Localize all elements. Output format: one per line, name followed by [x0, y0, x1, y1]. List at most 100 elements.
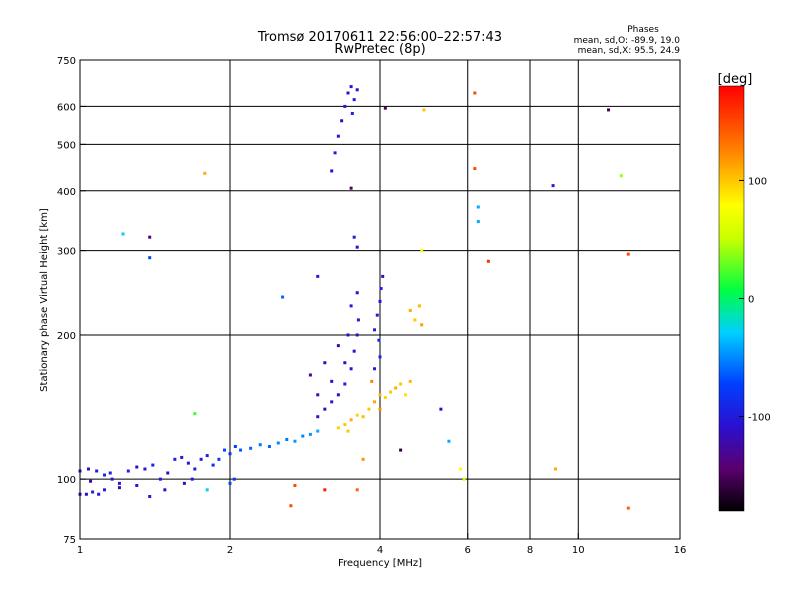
data-point — [285, 438, 289, 442]
y-tick-label: 750 — [57, 56, 76, 67]
data-point — [323, 407, 327, 411]
data-point — [373, 367, 377, 371]
phase-stats-header: Phases — [627, 25, 659, 35]
data-point — [553, 467, 557, 471]
data-point — [293, 483, 297, 487]
series-x-trace — [336, 108, 426, 433]
data-points — [78, 85, 630, 510]
data-point — [336, 426, 340, 430]
data-point — [626, 252, 630, 256]
x-tick-label: 6 — [465, 545, 471, 556]
data-point — [626, 506, 630, 510]
data-point — [267, 444, 271, 448]
data-point — [203, 171, 207, 175]
data-point — [143, 467, 147, 471]
data-point — [117, 481, 121, 485]
data-point — [349, 304, 353, 308]
data-point — [340, 119, 344, 123]
data-point — [135, 483, 139, 487]
data-point — [110, 477, 114, 481]
data-point — [293, 439, 297, 443]
axis-ticks: 1 2 4 6 8 10 16 75 100 200 300 400 500 600 750 — [57, 56, 686, 556]
data-point — [403, 393, 407, 397]
data-point — [607, 108, 611, 112]
data-point — [186, 461, 190, 465]
data-point — [276, 441, 280, 445]
data-point — [476, 205, 480, 209]
data-point — [394, 386, 398, 390]
data-point — [316, 393, 320, 397]
data-point — [84, 492, 88, 496]
y-tick-label: 75 — [63, 535, 76, 546]
data-point — [343, 382, 347, 386]
data-point — [239, 448, 243, 452]
colorbar-tick-label: 100 — [748, 176, 767, 187]
data-point — [217, 457, 221, 461]
data-point — [378, 299, 382, 303]
data-point — [349, 85, 353, 89]
y-tick-label: 200 — [57, 331, 76, 342]
data-point — [408, 379, 412, 383]
y-tick-label: 400 — [57, 187, 76, 198]
data-point — [330, 400, 334, 404]
data-point — [205, 454, 209, 458]
data-point — [462, 477, 466, 481]
data-point — [190, 477, 194, 481]
data-point — [381, 274, 385, 278]
data-point — [343, 104, 347, 108]
data-point — [473, 167, 477, 171]
series-o-trace — [308, 85, 385, 419]
data-point — [228, 452, 232, 456]
data-point — [551, 184, 555, 188]
data-point — [361, 415, 365, 419]
y-tick-label: 100 — [57, 475, 76, 486]
chart-title: Tromsø 20170611 22:56:00–22:57:43 — [257, 30, 502, 45]
data-point — [422, 108, 426, 112]
data-point — [343, 423, 347, 427]
series-e-low-trace — [78, 429, 320, 498]
data-point — [355, 88, 359, 92]
data-point — [323, 488, 327, 492]
data-point — [205, 488, 209, 492]
x-tick-label: 10 — [572, 545, 585, 556]
data-point — [148, 256, 152, 260]
data-point — [103, 488, 107, 492]
data-point — [355, 488, 359, 492]
data-point — [373, 328, 377, 332]
data-point — [158, 477, 162, 481]
data-point — [199, 457, 203, 461]
data-point — [336, 344, 340, 348]
data-point — [333, 151, 337, 155]
data-point — [289, 504, 293, 508]
data-point — [316, 429, 320, 433]
data-point — [378, 407, 382, 411]
data-point — [316, 415, 320, 419]
data-point — [377, 338, 381, 342]
data-point — [223, 448, 227, 452]
data-point — [486, 259, 490, 263]
data-point — [367, 407, 371, 411]
data-point — [349, 418, 353, 422]
data-point — [417, 304, 421, 308]
data-point — [281, 295, 285, 299]
phase-stats-o: mean, sd,O: -89.9, 19.0 — [574, 36, 681, 46]
data-point — [343, 361, 347, 365]
y-tick-label: 600 — [57, 102, 76, 113]
data-point — [399, 382, 403, 386]
data-point — [447, 439, 451, 443]
x-tick-label: 2 — [227, 545, 233, 556]
colorbar-tick-label: -100 — [748, 413, 771, 424]
data-point — [379, 287, 383, 291]
data-point — [458, 467, 462, 471]
data-point — [180, 455, 184, 459]
data-point — [135, 465, 139, 469]
data-point — [301, 434, 305, 438]
data-point — [308, 373, 312, 377]
data-point — [148, 494, 152, 498]
data-point — [352, 349, 356, 353]
data-point — [408, 308, 412, 312]
data-point — [151, 463, 155, 467]
data-point — [336, 393, 340, 397]
data-point — [420, 249, 424, 253]
